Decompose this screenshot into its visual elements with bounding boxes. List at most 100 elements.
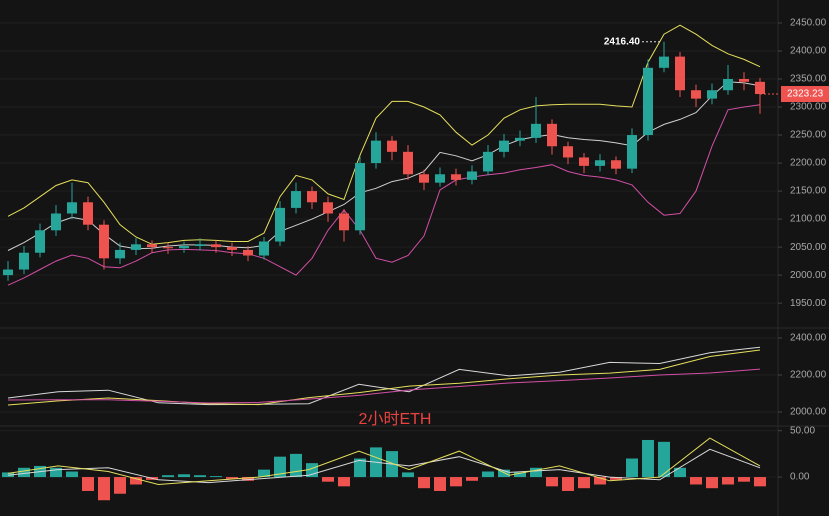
candle-body <box>755 81 765 95</box>
histogram-bar <box>50 467 62 478</box>
last-price-box <box>781 86 829 103</box>
candle-body <box>723 79 733 91</box>
candle-body <box>35 230 45 253</box>
y-tick-label: 2300.00 <box>790 102 827 113</box>
histogram-bar <box>482 471 494 478</box>
histogram-bar <box>290 453 302 478</box>
histogram-bar <box>18 467 30 478</box>
y-tick-label: 0.00 <box>790 472 810 483</box>
candle-body <box>83 202 93 225</box>
histogram-bar <box>82 477 94 491</box>
candle-body <box>531 123 541 138</box>
candle-body <box>99 224 109 259</box>
y-tick-label: 2250.00 <box>790 130 827 141</box>
histogram-bar <box>354 458 366 478</box>
histogram-bar <box>642 439 654 478</box>
y-tick-label: 2450.00 <box>790 18 827 29</box>
y-tick-label: 1950.00 <box>790 298 827 309</box>
candle-body <box>67 202 77 214</box>
histogram-bar <box>738 477 750 482</box>
y-tick-label: 2400.00 <box>790 333 827 344</box>
indicator-line <box>7 346 761 406</box>
histogram-bar <box>530 467 542 478</box>
candle-body <box>579 157 589 166</box>
histogram-bar <box>402 472 414 478</box>
indicator-line <box>7 368 761 404</box>
histogram-bar <box>754 477 766 487</box>
candle-body <box>3 269 13 276</box>
candle-body <box>115 249 125 259</box>
histogram-bar <box>322 477 334 482</box>
y-tick-label: 2350.00 <box>790 74 827 85</box>
candle-body <box>563 146 573 158</box>
indicator-line <box>7 24 761 245</box>
histogram-bar <box>546 477 558 487</box>
histogram-bar <box>610 477 622 480</box>
histogram-bar <box>418 477 430 489</box>
histogram-bar <box>274 456 286 478</box>
indicator-line <box>7 104 761 286</box>
histogram-bar <box>466 477 478 481</box>
candle-body <box>323 202 333 214</box>
histogram-bar <box>674 467 686 478</box>
candle-body <box>339 213 349 231</box>
candle-body <box>515 137 525 141</box>
candle-body <box>387 140 397 152</box>
y-tick-label: 2400.00 <box>790 46 827 57</box>
histogram-bar <box>434 477 446 491</box>
candle-body <box>419 174 429 183</box>
indicator-line <box>7 349 761 406</box>
y-tick-label: 50.00 <box>790 425 815 436</box>
candle-body <box>691 90 701 99</box>
histogram-bar <box>66 471 78 478</box>
candle-body <box>707 90 717 99</box>
candle-body <box>499 140 509 152</box>
histogram-bar <box>594 477 606 485</box>
histogram-bar <box>130 477 142 485</box>
candle-body <box>739 79 749 82</box>
last-price-label: 2323.23 <box>787 89 824 100</box>
histogram-bar <box>690 477 702 485</box>
histogram-bar <box>210 476 222 478</box>
histogram-bar <box>338 477 350 487</box>
candle-body <box>19 252 29 270</box>
candle-body <box>547 123 557 147</box>
histogram-bar <box>626 458 638 478</box>
y-tick-label: 2050.00 <box>790 242 827 253</box>
candle-body <box>467 171 477 180</box>
candle-body <box>211 244 221 248</box>
candle-body <box>659 56 669 68</box>
candle-body <box>595 160 605 166</box>
candle-body <box>259 241 269 256</box>
y-tick-label: 2000.00 <box>790 407 827 418</box>
histogram-bar <box>114 477 126 494</box>
candle-body <box>163 247 173 249</box>
candle-body <box>275 207 285 242</box>
candle-body <box>307 191 317 203</box>
candle-body <box>403 151 413 175</box>
histogram-bar <box>722 477 734 485</box>
candle-body <box>643 67 653 136</box>
candle-body <box>355 163 365 231</box>
candle-body <box>611 160 621 169</box>
candle-body <box>243 249 253 256</box>
histogram-bar <box>242 477 254 481</box>
y-tick-label: 2200.00 <box>790 370 827 381</box>
candle-body <box>131 244 141 250</box>
histogram-bar <box>162 475 174 478</box>
histogram-bar <box>578 477 590 489</box>
histogram-bar <box>706 477 718 489</box>
y-tick-label: 2100.00 <box>790 214 827 225</box>
histogram-bar <box>450 477 462 487</box>
histogram-bar <box>194 475 206 478</box>
candle-body <box>371 140 381 164</box>
max-label: 2416.40 <box>604 36 641 47</box>
histogram-bar <box>562 477 574 491</box>
histogram-bar <box>658 441 670 478</box>
histogram-bar <box>258 469 270 478</box>
candle-body <box>675 56 685 91</box>
y-tick-label: 2150.00 <box>790 186 827 197</box>
candle-body <box>51 213 61 231</box>
